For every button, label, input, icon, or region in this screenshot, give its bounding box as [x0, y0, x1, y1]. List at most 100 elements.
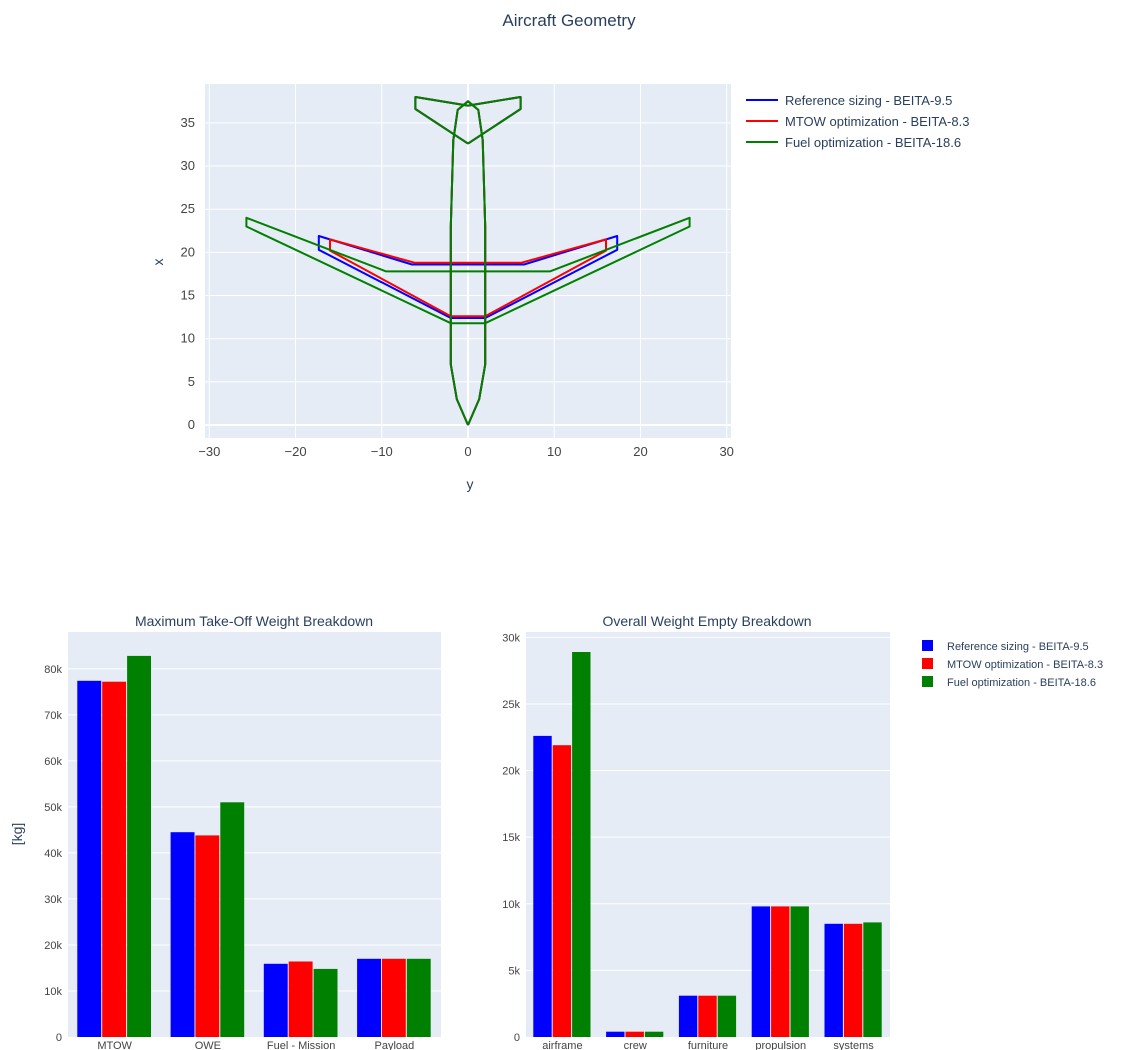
mtow-y-tick-label: 30k	[44, 894, 62, 906]
mtow-bar	[263, 963, 288, 1037]
owe-bar	[698, 995, 717, 1037]
geometry-plot: −30 −20 −10 0 10 20 30 0 5 10 15 20 25 30 35 y x Refer…	[150, 84, 969, 492]
owe-bar	[790, 906, 809, 1037]
mtow-ticks: 0 10k 20k 30k 40k 50k 60k 70k 80k MTOW OWE Fuel - M…	[44, 664, 414, 1050]
mtow-bars	[77, 655, 431, 1037]
owe-bar	[552, 745, 572, 1037]
mtow-y-tick-label: 70k	[44, 710, 62, 722]
mtow-y-tick-label: 10k	[44, 986, 62, 998]
mtow-y-tick-label: 50k	[44, 802, 62, 814]
geometry-fuselage-outline	[449, 100, 487, 426]
owe-y-tick-label: 0	[514, 1032, 520, 1044]
bar-legend-label: Fuel optimization - BEITA-18.6	[947, 677, 1096, 689]
geometry-lines	[245, 96, 691, 426]
owe-y-tick-label: 10k	[502, 899, 520, 911]
geometry-y-tick-label: 5	[188, 374, 195, 389]
owe-x-tick-label: airframe	[542, 1040, 582, 1050]
geometry-y-tick-label: 0	[188, 417, 195, 432]
mtow-x-tick-label: OWE	[195, 1040, 221, 1050]
owe-bar	[533, 735, 552, 1037]
figure-title: Aircraft Geometry	[502, 11, 636, 30]
owe-x-tick-label: systems	[833, 1040, 874, 1050]
geometry-htail-outline	[414, 96, 522, 145]
geometry-legend-label: Reference sizing - BEITA-9.5	[785, 93, 952, 108]
geometry-y-tick-label: 15	[181, 288, 195, 303]
geometry-y-tick-label: 20	[181, 244, 195, 259]
owe-bar	[824, 923, 843, 1037]
bar-legend-swatch	[922, 658, 933, 669]
mtow-bar	[77, 680, 102, 1037]
geometry-x-tick-label: 20	[633, 444, 647, 459]
geometry-x-tick-label: −30	[198, 444, 220, 459]
mtow-y-tick-label: 80k	[44, 664, 62, 676]
mtow-bar	[170, 832, 195, 1037]
owe-breakdown-plot: Overall Weight Empty Breakdown 0 5k 10k 15k…	[502, 613, 1103, 1050]
geometry-x-tick-label: 0	[464, 444, 471, 459]
mtow-y-tick-label: 60k	[44, 756, 62, 768]
owe-y-tick-label: 5k	[508, 965, 520, 977]
owe-y-tick-label: 25k	[502, 699, 520, 711]
owe-bar	[678, 995, 698, 1037]
geometry-legend-label: MTOW optimization - BEITA-8.3	[785, 114, 969, 129]
geometry-y-tick-label: 10	[181, 331, 195, 346]
owe-bar	[572, 652, 591, 1037]
owe-bar	[863, 922, 882, 1037]
owe-y-tick-label: 20k	[502, 766, 520, 778]
owe-x-tick-label: furniture	[688, 1040, 728, 1050]
owe-y-tick-label: 15k	[502, 832, 520, 844]
owe-x-tick-label: crew	[624, 1040, 647, 1050]
mtow-x-tick-label: MTOW	[97, 1040, 132, 1050]
owe-ticks: 0 5k 10k 15k 20k 25k 30k airframe crew furniture p…	[502, 632, 874, 1050]
owe-bar	[625, 1031, 644, 1037]
geometry-x-axis-title: y	[467, 476, 474, 492]
bar-legend-swatch	[922, 676, 933, 687]
bar-legend-swatch	[922, 640, 933, 651]
geometry-ticks: −30 −20 −10 0 10 20 30 0 5 10 15 20 25 30 35	[181, 115, 734, 459]
geometry-y-tick-label: 30	[181, 158, 195, 173]
geometry-wing-outline	[245, 216, 691, 325]
mtow-x-tick-label: Fuel - Mission	[267, 1040, 335, 1050]
owe-bar	[843, 923, 863, 1037]
bar-legend: Reference sizing - BEITA-9.5 MTOW optimiz…	[922, 640, 1103, 689]
mtow-bar	[288, 961, 313, 1037]
mtow-y-axis-title: [kg]	[9, 823, 25, 846]
owe-y-tick-label: 30k	[502, 632, 520, 644]
mtow-bar	[127, 655, 151, 1037]
geometry-x-tick-label: −20	[285, 444, 307, 459]
owe-bar	[644, 1031, 664, 1037]
owe-bar	[751, 906, 771, 1037]
mtow-bar	[102, 681, 127, 1037]
geometry-y-axis-title: x	[150, 259, 166, 266]
mtow-bar	[313, 968, 338, 1037]
geometry-legend: Reference sizing - BEITA-9.5 MTOW optimiz…	[746, 93, 969, 150]
geometry-x-tick-label: 10	[547, 444, 561, 459]
bar-legend-label: Reference sizing - BEITA-9.5	[947, 641, 1089, 653]
geometry-y-tick-label: 35	[181, 115, 195, 130]
owe-bar	[771, 906, 790, 1037]
mtow-bar	[357, 958, 381, 1037]
mtow-bar	[406, 958, 431, 1037]
owe-bars	[533, 652, 882, 1037]
geometry-x-tick-label: 30	[719, 444, 733, 459]
geometry-legend-label: Fuel optimization - BEITA-18.6	[785, 135, 961, 150]
mtow-bar	[195, 835, 220, 1037]
mtow-y-tick-label: 0	[56, 1032, 62, 1044]
mtow-y-tick-label: 20k	[44, 940, 62, 952]
owe-x-tick-label: propulsion	[755, 1040, 806, 1050]
mtow-bar	[381, 958, 406, 1037]
owe-bar	[717, 995, 737, 1037]
bar-legend-label: MTOW optimization - BEITA-8.3	[947, 659, 1103, 671]
mtow-breakdown-plot: Maximum Take-Off Weight Breakdown [kg] 0…	[9, 613, 441, 1050]
geometry-y-tick-label: 25	[181, 201, 195, 216]
mtow-bar	[220, 802, 245, 1037]
geometry-wing-outline	[329, 238, 607, 318]
geometry-x-tick-label: −10	[371, 444, 393, 459]
mtow-x-tick-label: Payload	[374, 1040, 414, 1050]
mtow-y-tick-label: 40k	[44, 848, 62, 860]
owe-bar	[606, 1031, 625, 1037]
geometry-grid	[205, 84, 731, 438]
mtow-plot-title: Maximum Take-Off Weight Breakdown	[135, 613, 373, 629]
owe-plot-title: Overall Weight Empty Breakdown	[602, 613, 811, 629]
